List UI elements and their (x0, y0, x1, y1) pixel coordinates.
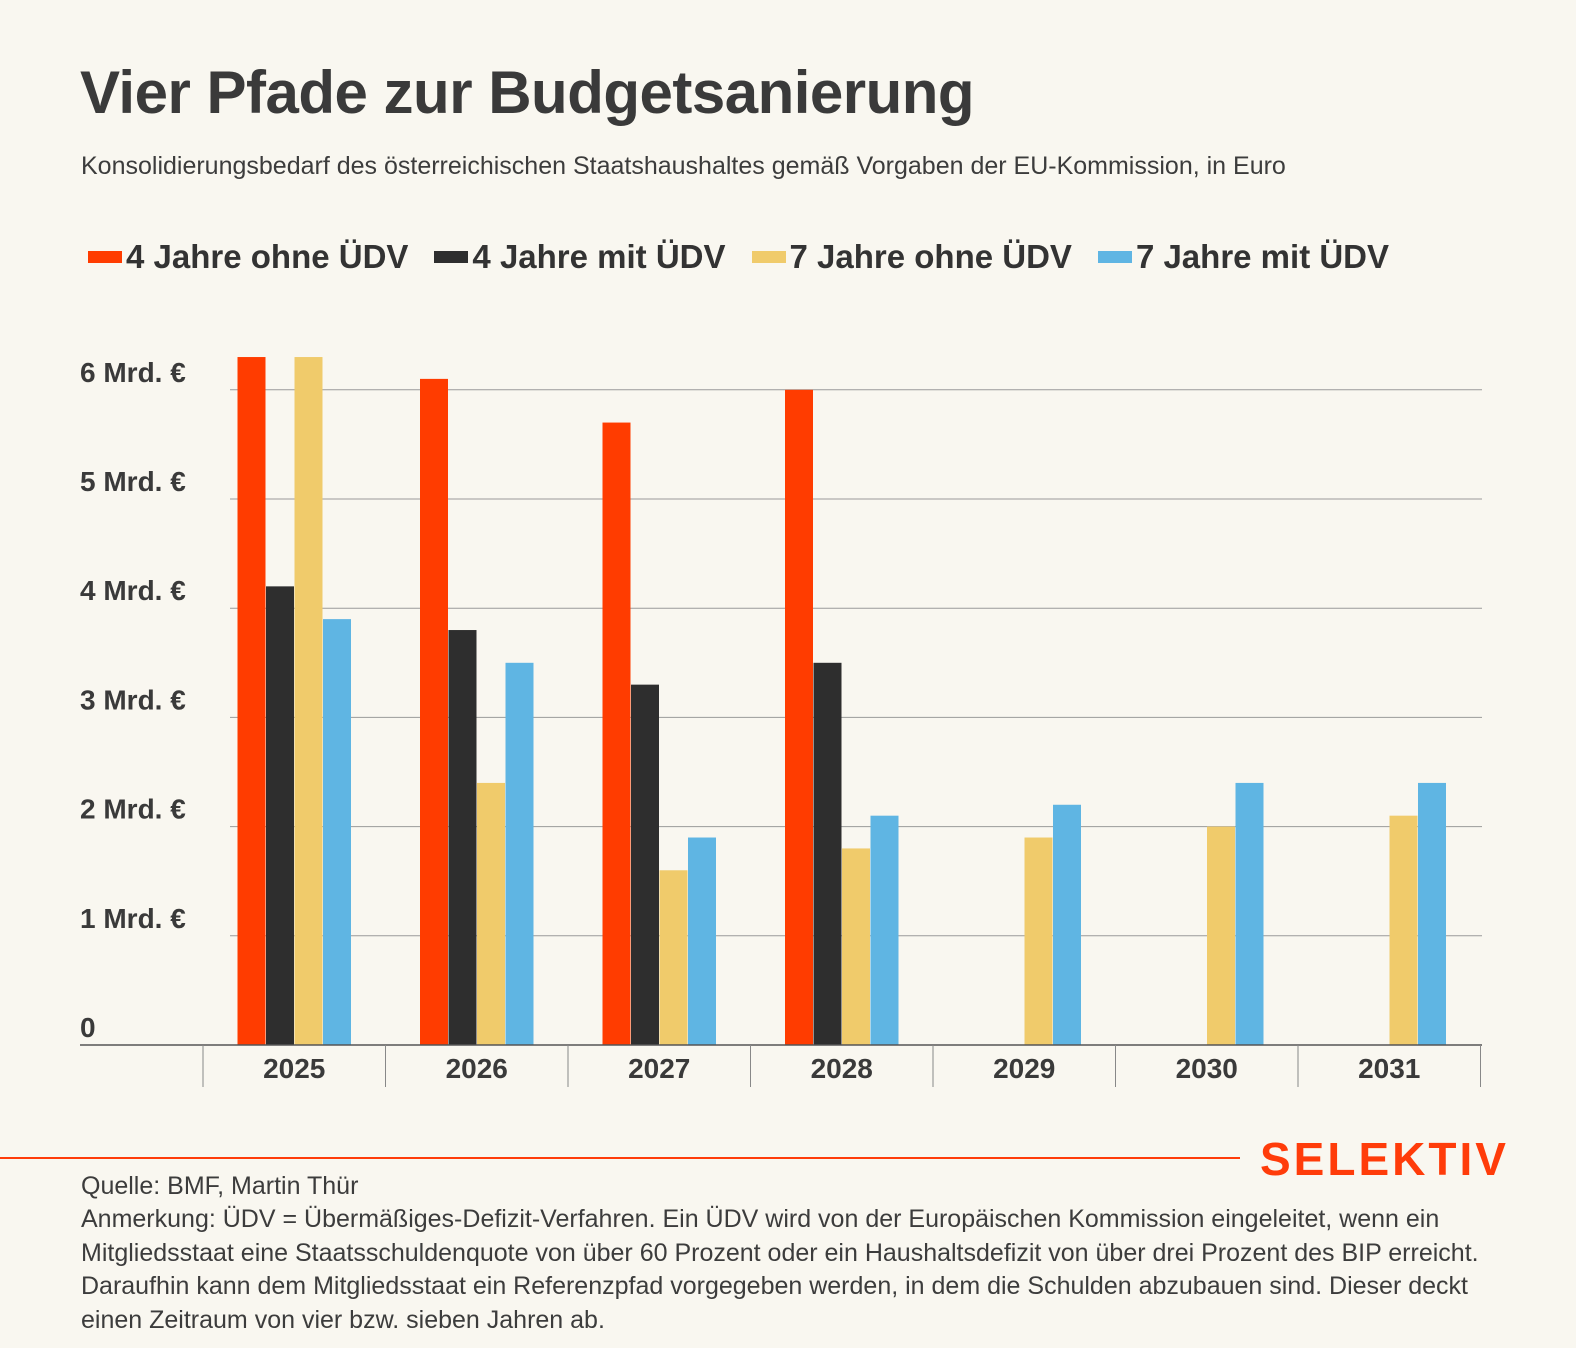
bar (631, 684, 659, 1045)
bar (448, 630, 477, 1045)
chart-subtitle: Konsolidierungsbedarf des österreichisch… (81, 152, 1286, 180)
legend-label: 7 Jahre ohne ÜDV (789, 238, 1072, 275)
y-tick-label: 3 Mrd. € (80, 684, 186, 715)
bar (602, 422, 631, 1045)
legend-item-4j-mit: 4 Jahre mit ÜDV (434, 238, 726, 276)
bar (813, 662, 842, 1045)
bar (688, 837, 716, 1045)
y-tick-label: 6 Mrd. € (80, 357, 186, 388)
legend-item-4j-ohne: 4 Jahre ohne ÜDV (88, 238, 408, 276)
legend-swatch (88, 251, 122, 263)
footer-divider (0, 1157, 1240, 1159)
legend-item-7j-ohne: 7 Jahre ohne ÜDV (751, 238, 1072, 276)
legend-label: 4 Jahre mit ÜDV (472, 238, 726, 275)
legend-swatch (751, 251, 786, 263)
bar (266, 586, 294, 1045)
y-tick-label: 5 Mrd. € (80, 466, 186, 497)
legend: 4 Jahre ohne ÜDV 4 Jahre mit ÜDV 7 Jahre… (88, 238, 1415, 276)
x-tick-label: 2027 (628, 1053, 690, 1084)
bar-chart: 0 1 Mrd. € 2 Mrd. € 3 Mrd. € 4 Mrd. € 5 Mrd. … (80, 357, 1482, 1087)
source-text: Quelle: BMF, Martin Thür (81, 1172, 359, 1200)
bar (870, 815, 899, 1045)
bar (1207, 826, 1235, 1045)
bar (785, 389, 813, 1045)
bar (659, 870, 688, 1045)
chart-title: Vier Pfade zur Budgetsanierung (80, 59, 975, 126)
legend-swatch (434, 251, 469, 263)
legend-label: 7 Jahre mit ÜDV (1135, 238, 1390, 275)
bar (1024, 837, 1053, 1045)
bar (420, 378, 448, 1045)
bar (505, 662, 534, 1045)
bar (1389, 815, 1418, 1045)
bar (1418, 782, 1446, 1045)
x-tick-label: 2026 (446, 1053, 508, 1084)
x-tick-label: 2030 (1176, 1053, 1238, 1084)
y-tick-label: 0 (80, 1012, 96, 1043)
note-text: Anmerkung: ÜDV = Übermäßiges-Defizit-Ver… (81, 1205, 1479, 1334)
bar (294, 357, 323, 1045)
bar (323, 619, 351, 1045)
y-tick-label: 1 Mrd. € (80, 903, 186, 934)
brand-logo: SELEKTIV (1260, 1133, 1509, 1185)
bar (237, 357, 266, 1045)
x-tick-label: 2025 (263, 1053, 325, 1084)
bar (1053, 804, 1081, 1045)
bar (842, 848, 870, 1045)
legend-label: 4 Jahre ohne ÜDV (126, 238, 409, 275)
y-tick-label: 4 Mrd. € (80, 575, 186, 606)
legend-swatch (1097, 251, 1132, 263)
legend-item-7j-mit: 7 Jahre mit ÜDV (1097, 238, 1390, 276)
x-tick-label: 2031 (1358, 1053, 1420, 1084)
y-tick-label: 2 Mrd. € (80, 794, 186, 825)
x-tick-label: 2029 (993, 1053, 1055, 1084)
bar (477, 782, 505, 1045)
bar (1235, 782, 1264, 1045)
x-tick-label: 2028 (811, 1053, 873, 1084)
